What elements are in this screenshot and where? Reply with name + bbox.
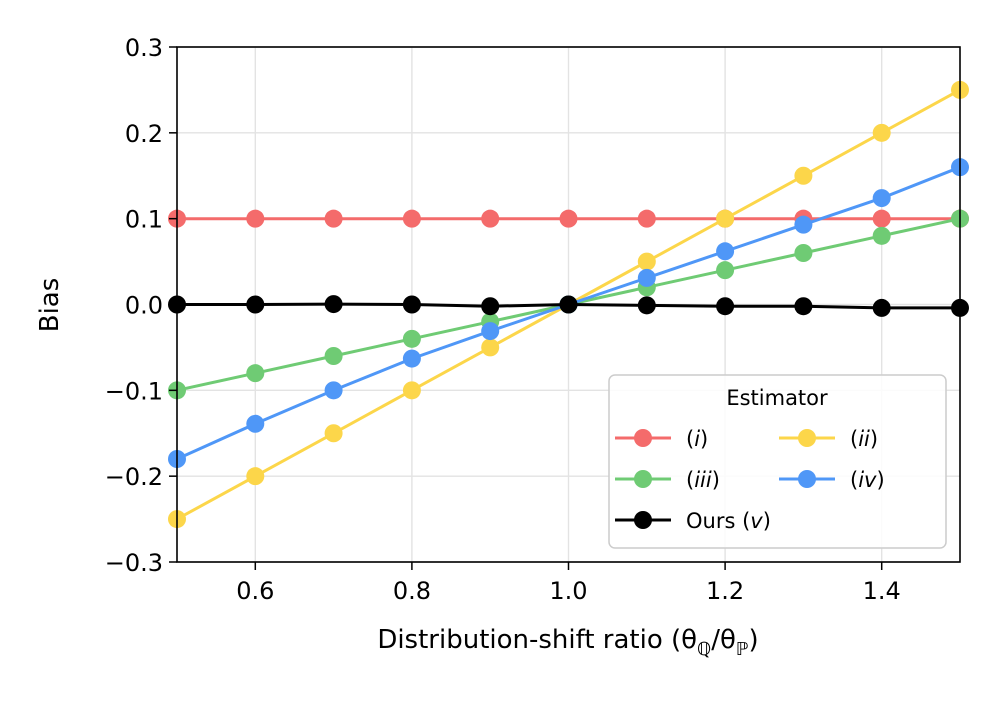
x-tick-label: 0.8	[393, 577, 431, 605]
legend-marker	[798, 470, 816, 488]
legend-item: (iv)	[779, 468, 885, 492]
data-point	[872, 189, 891, 208]
data-point	[481, 322, 500, 341]
data-point	[794, 166, 813, 185]
data-point	[324, 381, 343, 400]
legend-marker	[634, 429, 652, 447]
legend-title: Estimator	[726, 386, 828, 410]
data-point	[872, 123, 891, 142]
data-point	[481, 338, 500, 357]
data-point	[559, 209, 578, 228]
data-point	[246, 414, 265, 433]
data-point	[402, 381, 421, 400]
data-point	[637, 252, 656, 271]
y-tick-label: −0.3	[105, 549, 163, 577]
legend-item: (iii)	[615, 468, 720, 492]
x-tick-label: 1.4	[863, 577, 901, 605]
legend-label: (ii)	[850, 427, 878, 451]
data-point	[481, 297, 500, 316]
data-point	[872, 209, 891, 228]
data-point	[246, 364, 265, 383]
data-point	[637, 268, 656, 287]
data-point	[481, 209, 500, 228]
data-point	[559, 295, 578, 314]
data-point	[246, 295, 265, 314]
legend-item: (i)	[615, 427, 708, 451]
data-point	[872, 298, 891, 317]
y-tick-label: 0.0	[125, 292, 163, 320]
data-point	[324, 295, 343, 314]
legend-marker	[634, 470, 652, 488]
legend-label: (iv)	[850, 468, 885, 492]
y-tick-label: 0.3	[125, 34, 163, 62]
legend-label: (iii)	[686, 468, 720, 492]
legend-label: (i)	[686, 427, 708, 451]
legend-label: Ours (v)	[686, 509, 771, 533]
legend-marker	[634, 511, 652, 529]
legend-item: (ii)	[779, 427, 878, 451]
data-point	[324, 424, 343, 443]
data-point	[637, 296, 656, 315]
data-point	[402, 329, 421, 348]
y-tick-label: 0.1	[125, 206, 163, 234]
ticks: 0.6 0.8 1.0 1.2 1.4 −0.3 −0.2 −0.1 0.0 0.1 0.2 0.3	[105, 34, 901, 605]
data-point	[324, 347, 343, 365]
y-axis-label: Bias	[35, 278, 65, 333]
legend-box	[608, 374, 947, 549]
data-point	[402, 349, 421, 368]
data-point	[794, 215, 813, 234]
data-point	[716, 209, 735, 228]
data-point	[794, 244, 813, 262]
data-point	[716, 242, 735, 261]
y-tick-label: −0.1	[105, 377, 163, 405]
series-5	[168, 295, 969, 317]
legend-item: Ours (v)	[615, 509, 771, 533]
x-tick-label: 1.2	[706, 577, 744, 605]
legend: Estimator (i) (ii) (iii) (iv) Ours (v)	[608, 374, 947, 549]
legend-marker	[798, 429, 816, 447]
series-layer	[168, 80, 969, 529]
data-point	[794, 297, 813, 316]
data-point	[716, 297, 735, 316]
series-1	[168, 209, 969, 228]
data-point	[637, 209, 656, 228]
data-point	[872, 226, 891, 245]
x-axis-label: Distribution-shift ratio (θℚ/θℙ)	[377, 625, 758, 660]
data-point	[716, 261, 735, 280]
data-point	[402, 209, 421, 228]
data-point	[324, 209, 343, 228]
data-point	[246, 467, 265, 486]
x-tick-label: 1.0	[549, 577, 587, 605]
data-point	[402, 295, 421, 314]
y-tick-label: 0.2	[125, 120, 163, 148]
data-point	[246, 209, 265, 228]
y-tick-label: −0.2	[105, 463, 163, 491]
x-tick-label: 0.6	[236, 577, 274, 605]
